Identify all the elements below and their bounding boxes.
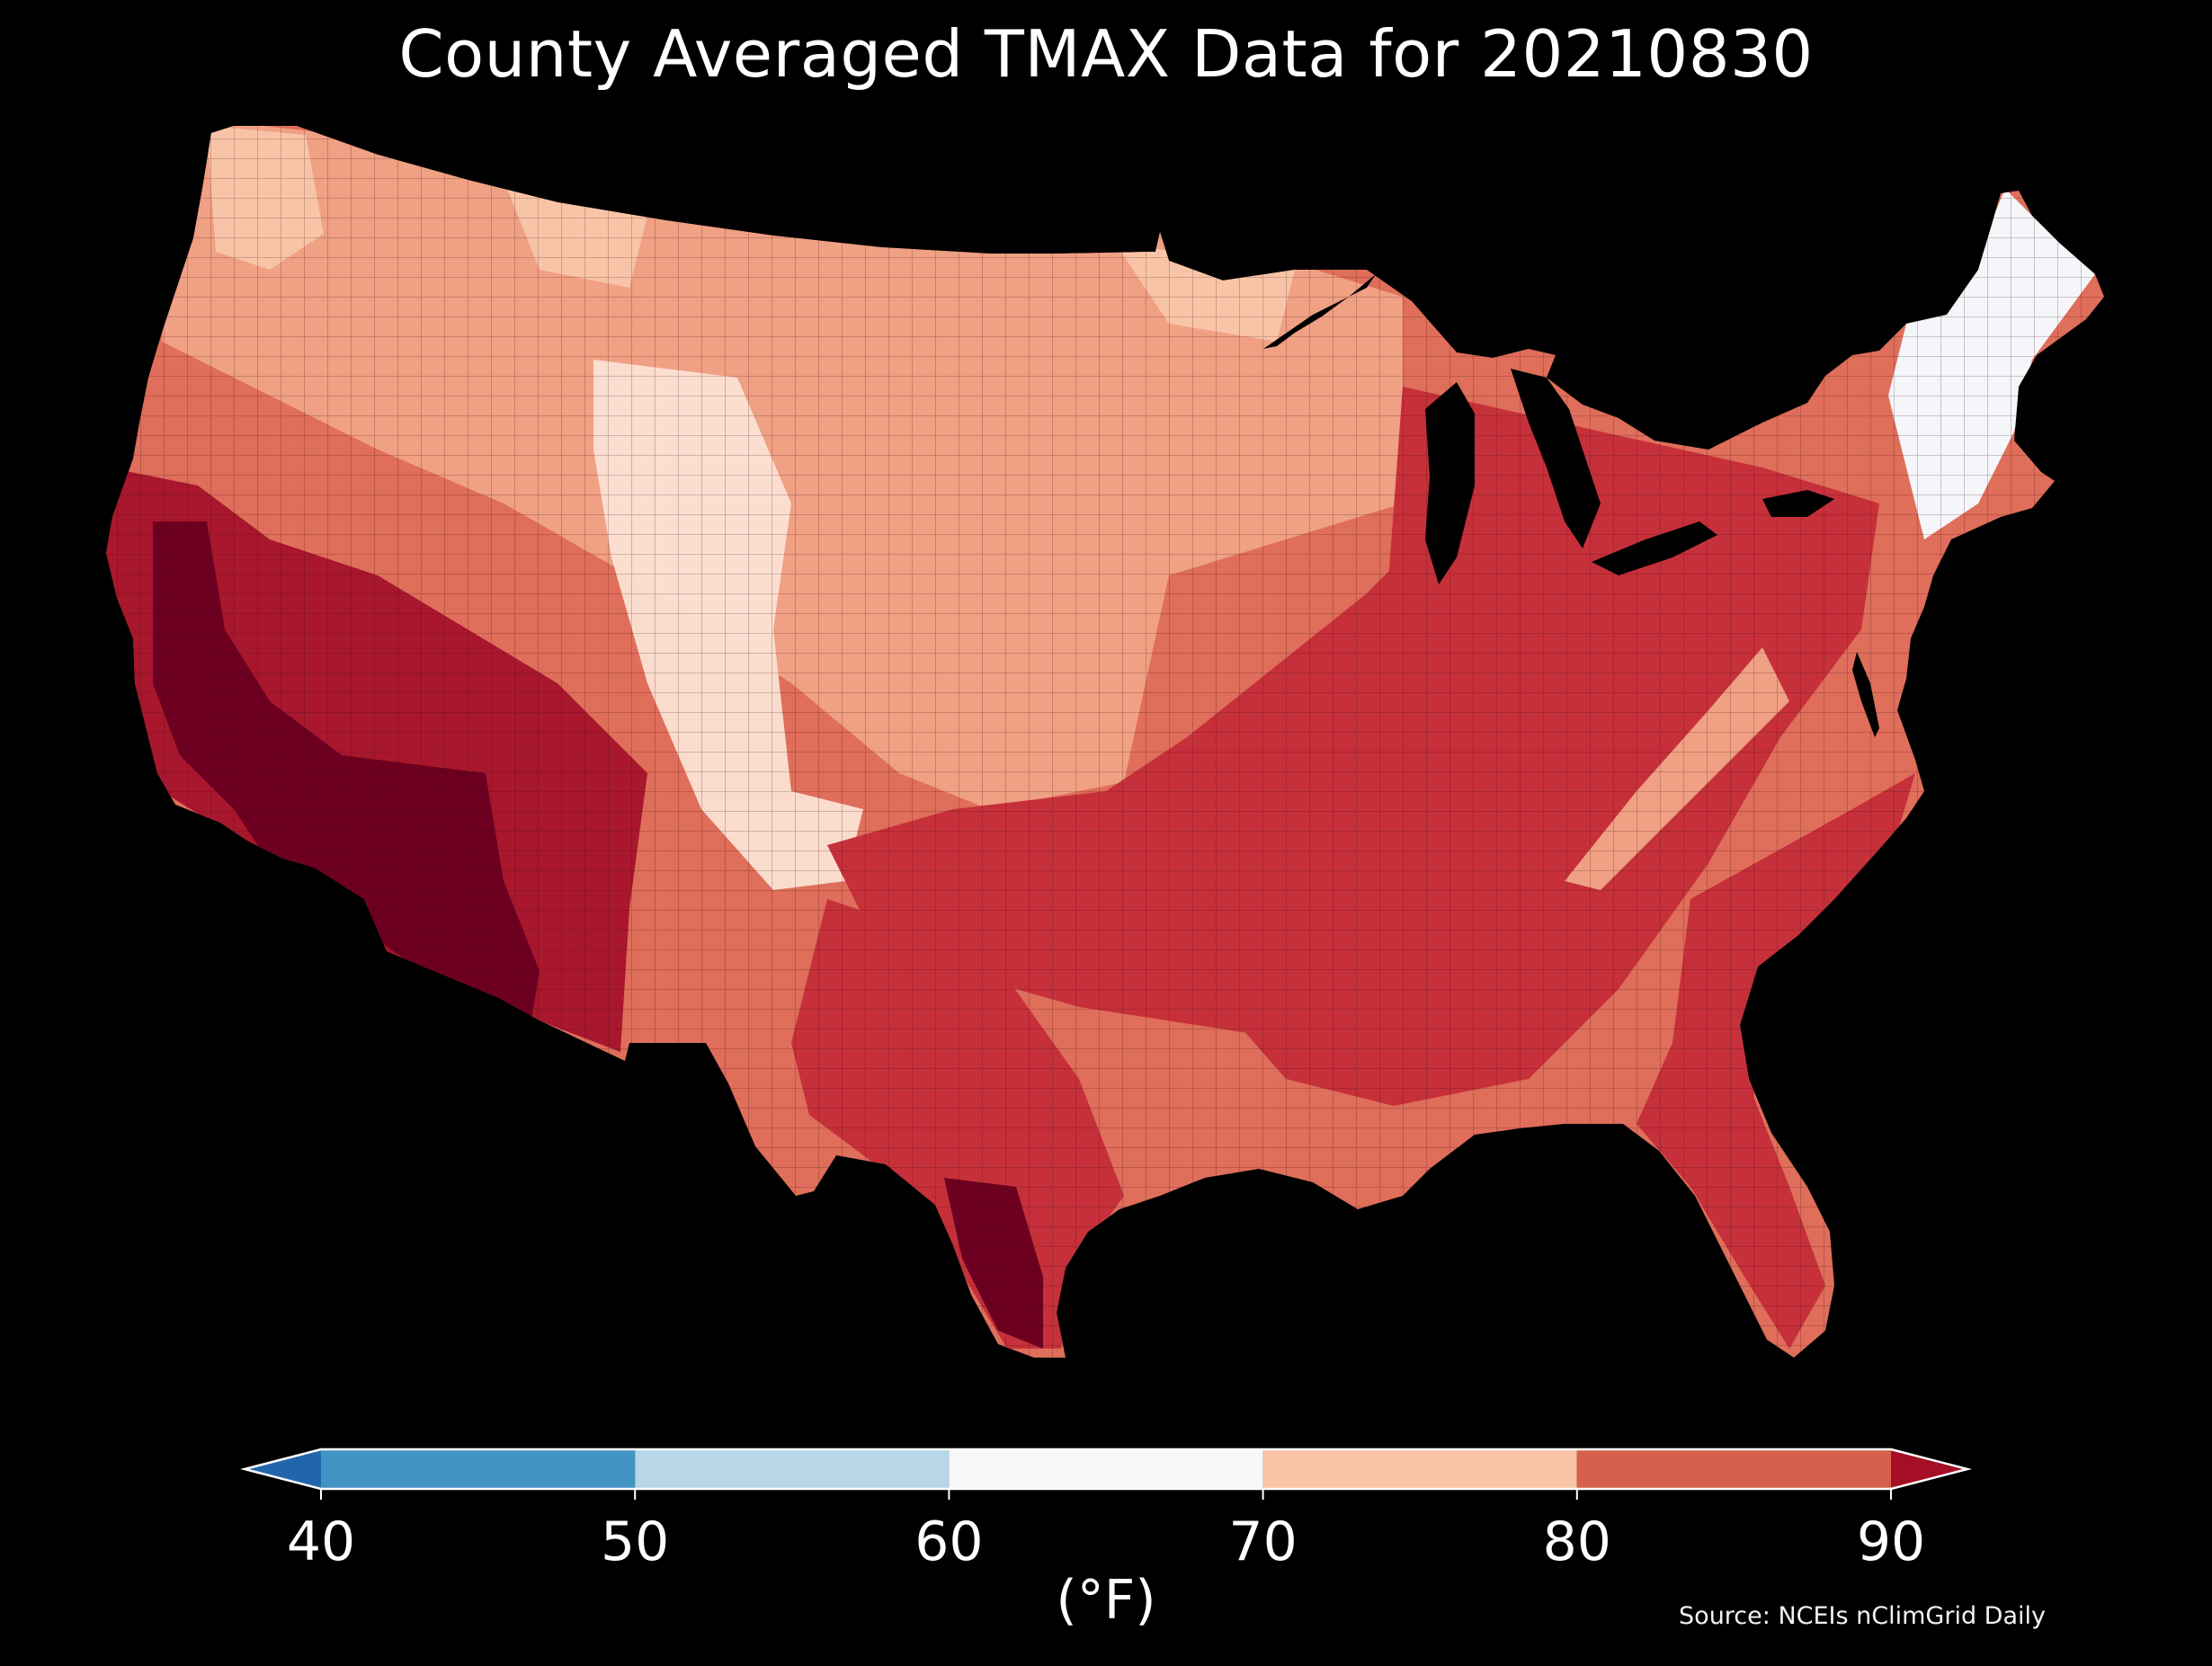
colorbar-tick-label: 70 <box>1228 1510 1298 1573</box>
colorbar-under-triangle <box>245 1449 321 1489</box>
colorbar-bin-60-70 <box>949 1449 1263 1489</box>
colorbar-tick-label: 80 <box>1542 1510 1611 1573</box>
lake-michigan <box>1425 382 1475 584</box>
colorbar-tick-label: 50 <box>601 1510 670 1573</box>
lake-ontario <box>1762 490 1834 517</box>
source-credit: Source: NCEIs nClimGrid Daily <box>1679 1602 2046 1630</box>
colorbar-bin-80-90 <box>1576 1449 1891 1489</box>
colorbar-tick-label: 90 <box>1856 1510 1926 1573</box>
colorbar-units-label: (°F) <box>1056 1569 1156 1632</box>
great-lakes <box>1263 274 1879 737</box>
colorbar-bin-50-60 <box>635 1449 950 1489</box>
lake-erie <box>1592 521 1717 575</box>
lake-huron <box>1511 369 1601 548</box>
chesapeake-bay <box>1852 652 1879 737</box>
colorbar-over-triangle <box>1891 1449 1967 1489</box>
colorbar-tick-label: 60 <box>914 1510 984 1573</box>
colorbar-bin-40-50 <box>321 1449 636 1489</box>
lake-superior <box>1263 274 1376 349</box>
colorbar-bin-70-80 <box>1262 1449 1577 1489</box>
colorbar-tick-label: 40 <box>286 1510 356 1573</box>
map-title: County Averaged TMAX Data for 20210830 <box>398 16 1814 92</box>
